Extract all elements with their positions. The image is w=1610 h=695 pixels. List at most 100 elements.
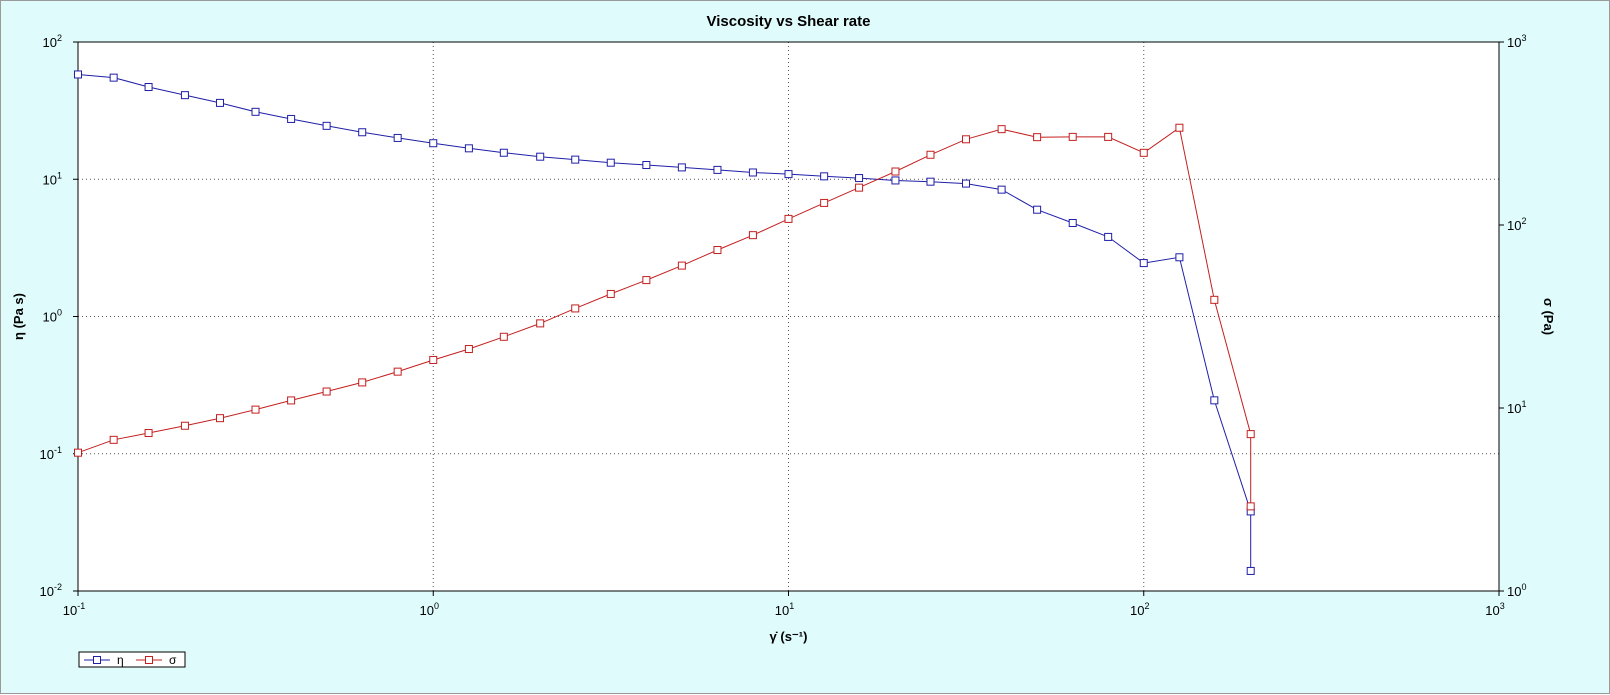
data-point xyxy=(1210,295,1219,304)
legend-box xyxy=(78,651,186,668)
y-left-tick-label: 102 xyxy=(43,33,62,50)
data-point xyxy=(287,114,296,123)
series-layer xyxy=(74,70,1255,575)
data-point xyxy=(144,83,153,92)
data-point xyxy=(180,421,189,430)
data-point xyxy=(287,396,296,405)
data-point xyxy=(571,304,580,313)
data-point xyxy=(1175,123,1184,132)
data-point xyxy=(464,345,473,354)
data-point xyxy=(855,174,864,183)
data-point xyxy=(820,172,829,181)
y-left-tick-label: 10-2 xyxy=(40,582,62,599)
data-point xyxy=(74,448,82,457)
y-left-axis-title: η (Pa s) xyxy=(11,293,26,340)
data-point xyxy=(962,179,971,188)
y-left-tick-label: 101 xyxy=(43,170,62,187)
chart-title: Viscosity vs Shear rate xyxy=(707,13,871,30)
data-point xyxy=(1068,218,1077,227)
data-point xyxy=(1246,430,1255,439)
series-2 xyxy=(74,123,1255,511)
data-point xyxy=(571,155,580,164)
data-point xyxy=(713,165,722,174)
data-point xyxy=(180,91,189,100)
data-point xyxy=(926,177,935,186)
data-point xyxy=(109,73,118,82)
data-point xyxy=(713,246,722,255)
data-point xyxy=(748,231,757,240)
data-point xyxy=(393,367,402,376)
data-point xyxy=(429,355,438,364)
data-point xyxy=(1068,132,1077,141)
x-tick-label: 103 xyxy=(1485,601,1504,618)
data-point xyxy=(784,170,793,179)
x-tick-label: 100 xyxy=(420,601,439,618)
data-point xyxy=(144,429,153,438)
series-1 xyxy=(74,70,1255,575)
data-point xyxy=(322,121,331,130)
data-point xyxy=(606,289,615,298)
data-point xyxy=(358,378,367,387)
data-point xyxy=(891,167,900,176)
plot-area xyxy=(78,42,1499,591)
data-point xyxy=(536,319,545,328)
data-point xyxy=(1175,253,1184,262)
data-point xyxy=(820,198,829,207)
data-point xyxy=(536,152,545,161)
legend-label: σ xyxy=(169,653,177,667)
data-point xyxy=(784,214,793,223)
data-point xyxy=(1210,396,1219,405)
data-point xyxy=(962,135,971,144)
legend-label: η xyxy=(117,653,124,667)
y-right-tick-label: 100 xyxy=(1507,582,1526,599)
data-point xyxy=(1246,566,1255,575)
data-point xyxy=(677,261,686,270)
data-point xyxy=(464,144,473,153)
x-tick-label: 10-1 xyxy=(63,601,85,618)
data-point xyxy=(429,139,438,148)
legend-item: η xyxy=(84,653,124,667)
data-point xyxy=(997,125,1006,134)
data-point xyxy=(74,70,82,79)
x-tick-label: 101 xyxy=(775,601,794,618)
data-point xyxy=(748,168,757,177)
data-point xyxy=(358,128,367,137)
data-point xyxy=(251,405,260,414)
y-right-axis-title: σ (Pa) xyxy=(1541,298,1556,335)
legend-item: σ xyxy=(136,653,177,667)
data-point xyxy=(606,158,615,167)
data-point xyxy=(926,150,935,159)
data-point xyxy=(1104,232,1113,241)
data-point xyxy=(642,276,651,285)
data-point xyxy=(499,332,508,341)
data-point xyxy=(997,185,1006,194)
grid-lines xyxy=(78,42,1499,591)
legend-swatch-marker xyxy=(145,656,153,664)
data-point xyxy=(677,163,686,172)
data-point xyxy=(322,387,331,396)
legend-swatch-marker xyxy=(93,656,101,664)
data-point xyxy=(251,107,260,116)
x-tick-label: 102 xyxy=(1130,601,1149,618)
data-point xyxy=(109,435,118,444)
data-point xyxy=(1246,502,1255,511)
data-point xyxy=(393,133,402,142)
data-point xyxy=(1139,148,1148,157)
data-point xyxy=(891,176,900,185)
plot-border xyxy=(77,41,1500,592)
data-point xyxy=(855,183,864,192)
y-right-tick-label: 101 xyxy=(1507,399,1526,416)
data-point xyxy=(642,161,651,170)
axes: 10-1 100 101 102 10310-210-11001011021001011… xyxy=(40,33,1527,618)
data-point xyxy=(1033,133,1042,142)
y-left-tick-label: 100 xyxy=(43,308,62,325)
data-point xyxy=(1033,205,1042,214)
data-point xyxy=(1139,259,1148,268)
y-left-tick-label: 10-1 xyxy=(40,445,62,462)
y-right-tick-label: 102 xyxy=(1507,216,1526,233)
y-right-tick-label: 103 xyxy=(1507,33,1526,50)
data-point xyxy=(1104,132,1113,141)
